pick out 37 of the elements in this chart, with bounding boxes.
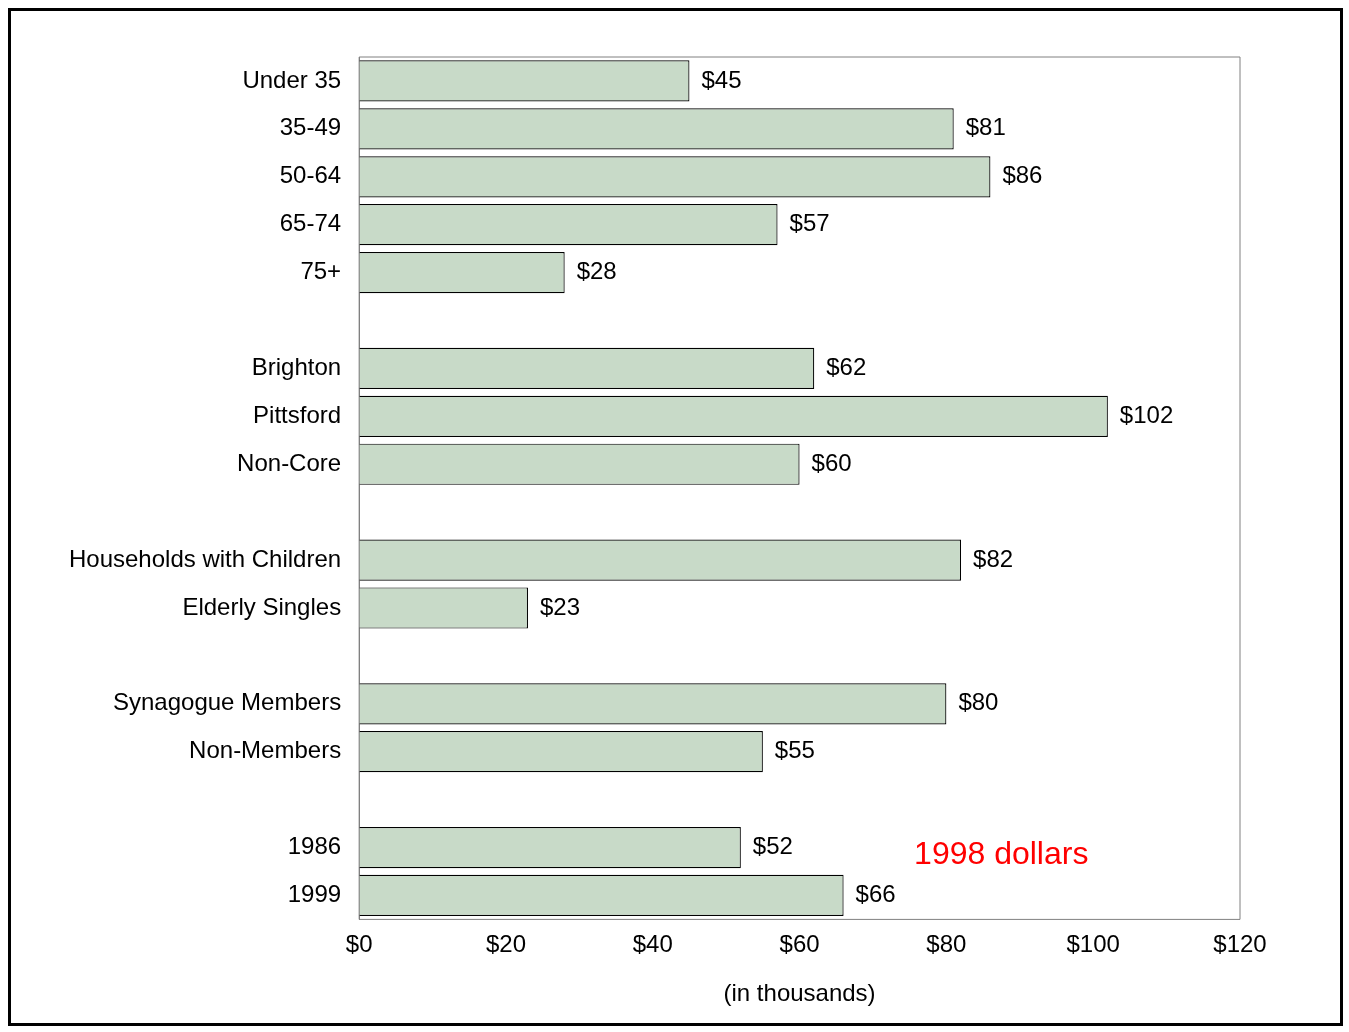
- y-tick-label: Pittsford: [253, 400, 342, 428]
- x-tick-label: $40: [632, 930, 673, 958]
- x-tick-label: $80: [926, 930, 967, 958]
- y-tick-label: Elderly Singles: [182, 592, 342, 620]
- data-label: $62: [826, 353, 867, 381]
- y-tick-label: 50-64: [279, 161, 342, 189]
- x-tick-label: $20: [485, 930, 526, 958]
- x-axis-title: (in thousands): [723, 979, 876, 1007]
- y-tick-label: 35-49: [279, 113, 342, 141]
- y-tick-label: 1986: [287, 832, 342, 860]
- data-label: $82: [973, 544, 1014, 572]
- data-label: $23: [539, 592, 581, 620]
- y-tick-label: Synagogue Members: [113, 688, 342, 716]
- y-tick-label: 1999: [287, 880, 342, 908]
- data-label: $52: [752, 832, 793, 860]
- y-tick-label: Non-Core: [237, 448, 342, 476]
- data-label: $55: [774, 736, 815, 764]
- y-tick-label: 65-74: [279, 209, 342, 237]
- data-label: $86: [1002, 161, 1043, 189]
- x-tick-label: $60: [779, 930, 820, 958]
- data-label: $80: [958, 688, 999, 716]
- data-label: $66: [855, 880, 896, 908]
- data-label: $28: [576, 257, 617, 285]
- x-tick-label: $120: [1213, 930, 1267, 958]
- annotation: 1998 dollars: [914, 834, 1089, 871]
- y-tick-label: 75+: [300, 257, 342, 285]
- data-label: $81: [965, 113, 1006, 141]
- y-tick-label: Non-Members: [189, 736, 342, 764]
- data-label: $45: [701, 65, 742, 93]
- x-tick-label: $0: [345, 930, 373, 958]
- data-label: $57: [789, 209, 830, 237]
- data-label: $102: [1119, 400, 1174, 428]
- y-tick-label: Under 35: [242, 65, 342, 93]
- y-tick-label: Brighton: [251, 353, 342, 381]
- x-tick-label: $100: [1066, 930, 1120, 958]
- y-tick-label: Households with Children: [68, 544, 342, 572]
- data-label: $60: [811, 448, 852, 476]
